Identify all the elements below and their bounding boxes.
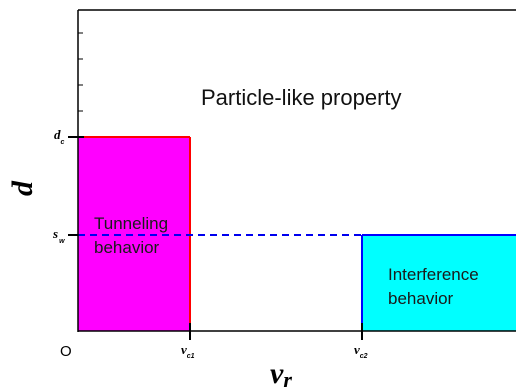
vc1-tick-label: vc1 (181, 342, 195, 360)
dc-tick-label: dc (54, 127, 65, 146)
tunneling-label-line1: Tunneling (94, 214, 168, 233)
interference-label-line2: behavior (388, 289, 454, 308)
origin-label: O (60, 343, 72, 360)
vc2-tick-label: vc2 (354, 342, 368, 360)
particle-region-label: Particle-like property (201, 85, 402, 110)
interference-label-line1: Interference (388, 265, 479, 284)
x-axis-label: vr (270, 357, 292, 388)
y-axis-label: d (6, 180, 39, 196)
tunneling-label-line2: behavior (94, 238, 160, 257)
y-minor-ticks (78, 32, 83, 112)
sw-tick-label: sw (52, 226, 65, 245)
interference-region (362, 235, 516, 331)
